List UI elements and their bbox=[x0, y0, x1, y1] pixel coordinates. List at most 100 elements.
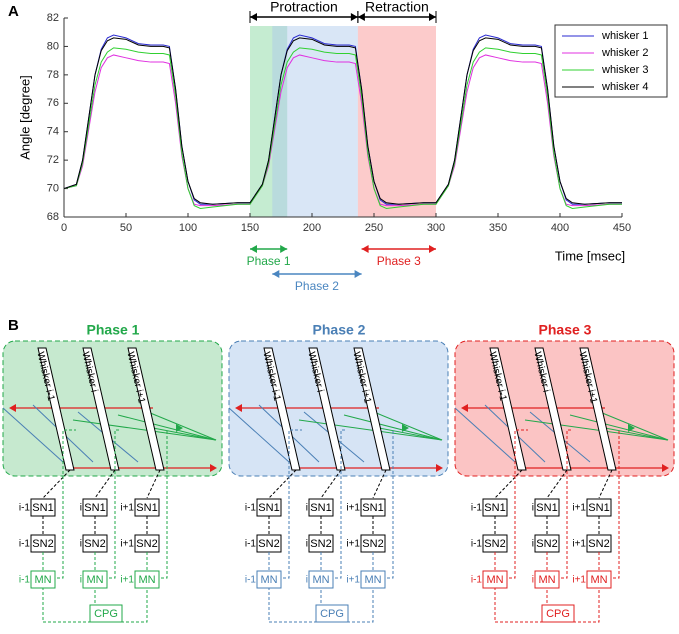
phase-arrow-head bbox=[361, 245, 369, 253]
feedback bbox=[561, 429, 573, 579]
neuron-label: SN2 bbox=[310, 538, 331, 550]
panel-label: B bbox=[8, 317, 19, 334]
signal-head bbox=[235, 404, 242, 412]
connection bbox=[372, 469, 387, 499]
index-label: i bbox=[306, 575, 308, 586]
index-label: i-1 bbox=[471, 503, 483, 514]
feedback bbox=[283, 429, 302, 579]
x-tick-label: 50 bbox=[120, 222, 132, 234]
phase-arrow-head bbox=[429, 245, 436, 253]
index-label: i bbox=[306, 539, 308, 550]
panel-title: Phase 3 bbox=[539, 322, 592, 338]
phase-arrow-head bbox=[354, 270, 362, 278]
cpg-box bbox=[89, 604, 123, 623]
whisker bbox=[82, 347, 120, 471]
neuron-label: SN2 bbox=[588, 538, 609, 550]
panel-label: A bbox=[8, 3, 19, 20]
phase-arrow-head bbox=[280, 245, 288, 253]
x-tick-label: 450 bbox=[613, 222, 631, 234]
x-tick-label: 250 bbox=[365, 222, 383, 234]
span-arrow-head bbox=[357, 13, 365, 21]
line-series bbox=[63, 54, 622, 207]
line-series bbox=[63, 37, 622, 205]
span-arrow-head bbox=[429, 13, 436, 21]
y-tick-label: 76 bbox=[47, 97, 59, 109]
cpg-link bbox=[268, 588, 332, 623]
fan-line bbox=[298, 419, 443, 441]
index-label: i+1 bbox=[346, 539, 360, 550]
neuron-label: SN1 bbox=[484, 502, 505, 514]
whisker bbox=[579, 347, 617, 471]
cpg-link bbox=[42, 588, 106, 623]
feedback bbox=[57, 429, 76, 579]
neuron-label: MN bbox=[86, 574, 103, 586]
legend-label: whisker 4 bbox=[601, 81, 648, 93]
index-label: i-1 bbox=[245, 575, 257, 586]
span-label: Retraction bbox=[365, 0, 429, 15]
cpg-box bbox=[541, 604, 575, 623]
index-label: i-1 bbox=[19, 503, 31, 514]
signal-head bbox=[628, 424, 635, 432]
index-label: i-1 bbox=[471, 539, 483, 550]
y-tick-label: 82 bbox=[47, 12, 59, 24]
connection bbox=[598, 469, 613, 499]
x-tick-label: 100 bbox=[179, 222, 197, 234]
neuron-label: SN1 bbox=[536, 502, 557, 514]
y-tick-label: 78 bbox=[47, 69, 59, 81]
feedback bbox=[387, 429, 394, 579]
whisker bbox=[263, 347, 301, 471]
connection bbox=[42, 469, 71, 499]
neuron-label: SN2 bbox=[32, 538, 53, 550]
feedback bbox=[161, 429, 168, 579]
index-label: i bbox=[532, 575, 534, 586]
fan-line bbox=[142, 409, 217, 441]
feedback bbox=[109, 429, 121, 579]
index-label: i+1 bbox=[120, 503, 134, 514]
whisker bbox=[353, 347, 391, 471]
span-label: Protraction bbox=[270, 0, 338, 15]
span-arrow-head bbox=[350, 13, 358, 21]
neuron-box bbox=[134, 570, 160, 589]
fan-line bbox=[454, 407, 516, 463]
index-label: i bbox=[80, 503, 82, 514]
y-tick-label: 80 bbox=[47, 40, 59, 52]
connection bbox=[146, 469, 161, 499]
neuron-box bbox=[534, 570, 560, 589]
fan-line bbox=[343, 414, 443, 441]
phase-arrow-head bbox=[272, 270, 280, 278]
fan-line bbox=[524, 419, 669, 441]
fan-line bbox=[72, 419, 217, 441]
phase-label: Phase 3 bbox=[377, 254, 421, 268]
neuron-label: SN1 bbox=[32, 502, 53, 514]
fan-line bbox=[152, 427, 217, 441]
panel-title: Phase 1 bbox=[87, 322, 140, 338]
neuron-label: MN bbox=[590, 574, 607, 586]
index-label: i bbox=[80, 539, 82, 550]
cpg-box bbox=[315, 604, 349, 623]
phase-label: Phase 1 bbox=[247, 254, 291, 268]
fan-line bbox=[594, 409, 669, 441]
whisker bbox=[489, 347, 527, 471]
panel-title: Phase 2 bbox=[313, 322, 366, 338]
x-axis-label: Time [msec] bbox=[555, 248, 625, 263]
shaded-region bbox=[357, 26, 436, 217]
neuron-label: SN2 bbox=[484, 538, 505, 550]
span-arrow-head bbox=[250, 13, 257, 21]
shaded-region bbox=[250, 26, 288, 217]
signal-head bbox=[176, 424, 183, 432]
cpg-label: CPG bbox=[546, 608, 570, 620]
index-label: i bbox=[306, 503, 308, 514]
cpg-label: CPG bbox=[94, 608, 118, 620]
feedback bbox=[509, 429, 528, 579]
y-tick-label: 74 bbox=[47, 126, 59, 138]
fan-line bbox=[378, 427, 443, 441]
legend-label: whisker 2 bbox=[601, 47, 648, 59]
feedback bbox=[613, 429, 620, 579]
feedback bbox=[335, 429, 347, 579]
x-tick-label: 150 bbox=[241, 222, 259, 234]
whisker bbox=[127, 347, 165, 471]
whisker bbox=[308, 347, 346, 471]
neuron-box bbox=[360, 570, 386, 589]
y-tick-label: 70 bbox=[47, 182, 59, 194]
neuron-label: MN bbox=[312, 574, 329, 586]
